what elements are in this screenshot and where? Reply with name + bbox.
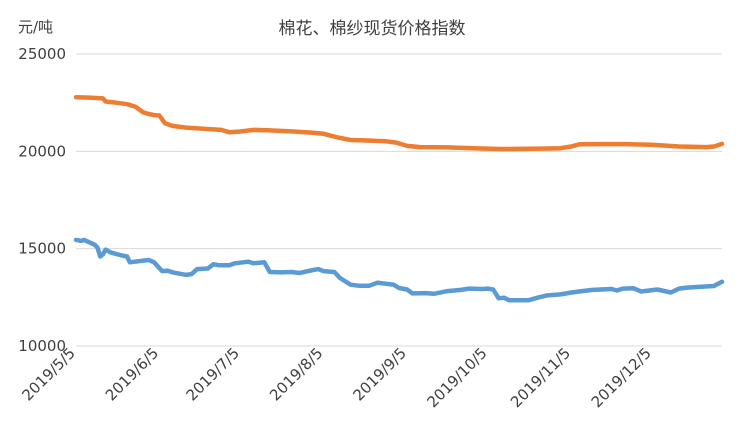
series-line-1: [73, 94, 725, 152]
x-tick-label: 2019/12/5: [588, 344, 655, 411]
x-tick-label: 2019/7/5: [183, 344, 243, 404]
y-tick-label: 20000: [18, 142, 66, 160]
x-axis-ticks: 2019/5/5 2019/6/5 2019/7/5 2019/8/5 2019/9/5…: [18, 344, 654, 411]
x-tick-label: 2019/10/5: [424, 344, 491, 411]
x-tick-label: 2019/6/5: [102, 344, 162, 404]
y-tick-label: 15000: [18, 240, 66, 258]
y-axis-unit-label: 元/吨: [18, 18, 53, 36]
y-tick-label: 10000: [18, 337, 66, 355]
series-line-2: [73, 237, 725, 303]
x-tick-label: 2019/11/5: [507, 344, 574, 411]
x-tick-label: 2019/9/5: [350, 344, 410, 404]
y-tick-label: 25000: [18, 45, 66, 63]
y-axis-ticks: 10000 15000 20000 25000: [18, 45, 66, 355]
x-tick-label: 2019/8/5: [266, 344, 326, 404]
gridlines: [76, 53, 722, 347]
chart-title: 棉花、棉纱现货价格指数: [279, 19, 466, 39]
series-lines: [73, 94, 725, 303]
